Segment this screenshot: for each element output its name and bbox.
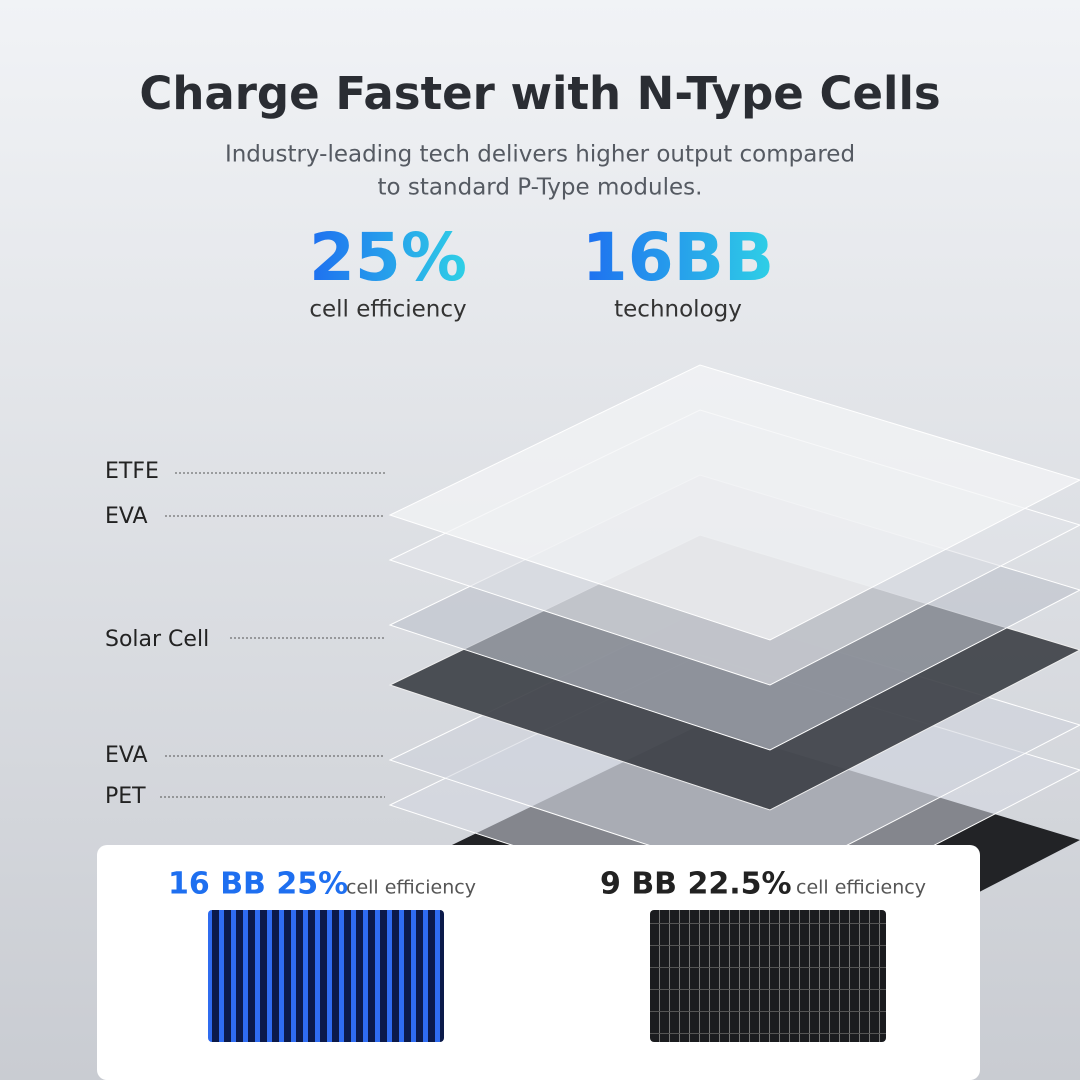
comparison-label: cell efficiency: [796, 877, 926, 899]
layer-label: ETFE: [105, 459, 159, 484]
subtitle: to standard P-Type modules.: [378, 175, 703, 201]
cell-image-16bb: [208, 910, 444, 1042]
comparison-highlight: 16 BB 25%: [168, 867, 348, 902]
subtitle: Industry-leading tech delivers higher ou…: [225, 142, 855, 168]
layer-label: EVA: [105, 504, 148, 529]
cell-image-9bb: [650, 910, 886, 1042]
stat-label: technology: [614, 297, 742, 323]
layer-label: Solar Cell: [105, 627, 209, 652]
title: Charge Faster with N-Type Cells: [139, 67, 940, 120]
stat-value: 25%: [309, 219, 467, 296]
stat-label: cell efficiency: [309, 297, 466, 323]
comparison-highlight: 9 BB 22.5%: [600, 867, 792, 902]
layer-label: EVA: [105, 743, 148, 768]
comparison-label: cell efficiency: [346, 877, 476, 899]
layer-label: PET: [105, 784, 146, 809]
stat-value: 16BB: [582, 219, 774, 296]
